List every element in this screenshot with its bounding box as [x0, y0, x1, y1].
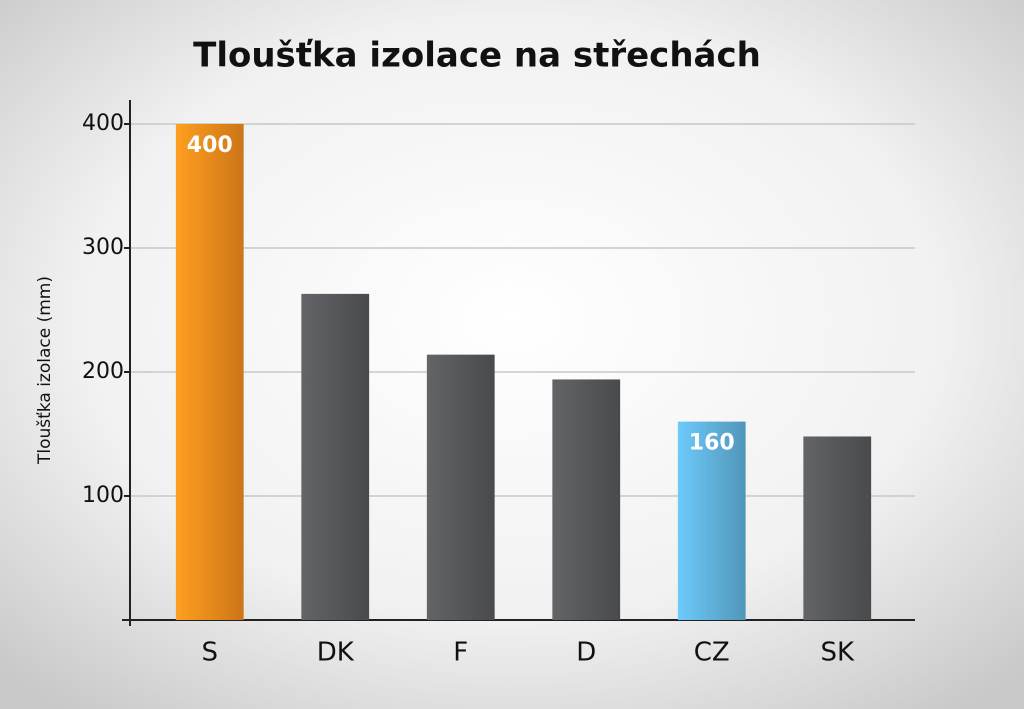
- value-label: 400: [187, 133, 233, 158]
- bar: [301, 293, 370, 620]
- bar: [426, 354, 495, 620]
- y-tick-label: 100: [82, 483, 124, 508]
- chart-title: Tloušťka izolace na střechách: [193, 36, 761, 76]
- x-tick-label: F: [453, 638, 468, 668]
- x-tick-label: SK: [820, 638, 855, 668]
- y-tick-label: 400: [82, 111, 124, 136]
- bar: [803, 436, 872, 620]
- x-tick-label: S: [201, 638, 218, 668]
- value-label: 160: [689, 431, 735, 456]
- y-tick-label: 200: [82, 359, 124, 384]
- bar: [175, 124, 244, 620]
- y-axis-title: Tloušťka izolace (mm): [35, 276, 55, 465]
- x-tick-label: CZ: [694, 638, 730, 668]
- bar: [677, 421, 746, 620]
- x-tick-label: DK: [317, 638, 355, 668]
- x-tick-label: D: [576, 638, 596, 668]
- y-tick-label: 300: [82, 235, 124, 260]
- bar: [552, 379, 621, 620]
